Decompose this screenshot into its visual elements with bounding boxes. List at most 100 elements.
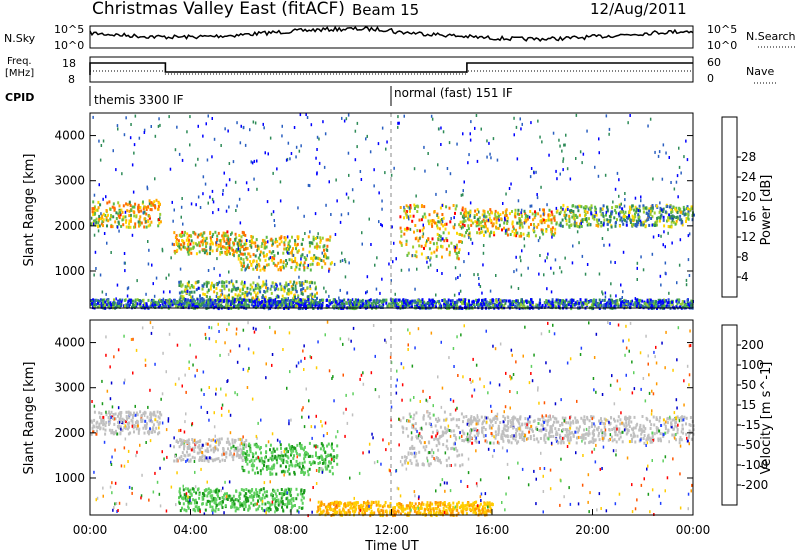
echo-point bbox=[292, 283, 295, 287]
echo-point bbox=[210, 457, 213, 461]
echo-point bbox=[611, 301, 614, 305]
echo-point bbox=[569, 209, 571, 213]
noise-point bbox=[106, 241, 108, 245]
echo-point bbox=[599, 207, 602, 211]
echo-point bbox=[254, 244, 257, 248]
echo-point bbox=[128, 413, 131, 416]
noise-point bbox=[131, 299, 134, 303]
noise-point bbox=[459, 289, 462, 293]
echo-point bbox=[565, 298, 568, 302]
echo-point bbox=[303, 268, 306, 272]
echo-point bbox=[282, 469, 285, 473]
noise-point bbox=[341, 251, 343, 255]
noise-point bbox=[356, 121, 359, 125]
noise-point bbox=[269, 136, 272, 140]
noise-point bbox=[341, 116, 343, 120]
noise-point bbox=[225, 183, 228, 187]
echo-point bbox=[657, 216, 660, 220]
echo-point bbox=[186, 236, 189, 240]
noise-point bbox=[539, 135, 541, 139]
echo-point bbox=[465, 302, 468, 306]
echo-point bbox=[405, 228, 408, 232]
echo-point bbox=[557, 301, 560, 305]
echo-point bbox=[199, 304, 202, 308]
echo-point bbox=[193, 285, 196, 289]
echo-point bbox=[550, 227, 553, 231]
echo-point bbox=[394, 303, 397, 307]
echo-point bbox=[286, 292, 289, 296]
noise-point bbox=[381, 207, 383, 211]
echo-point bbox=[646, 300, 649, 304]
echo-point bbox=[290, 448, 292, 452]
noise-point bbox=[126, 294, 129, 298]
echo-point bbox=[266, 304, 269, 308]
echo-point bbox=[503, 304, 506, 307]
echo-point bbox=[142, 207, 145, 211]
echo-point bbox=[279, 443, 282, 447]
echo-point bbox=[241, 230, 244, 234]
noise-point bbox=[190, 202, 193, 206]
echo-point bbox=[261, 267, 264, 271]
echo-point bbox=[149, 223, 152, 227]
echo-point bbox=[619, 303, 622, 307]
echo-point bbox=[184, 230, 186, 234]
echo-point bbox=[405, 210, 408, 214]
noise-point bbox=[287, 141, 290, 145]
noise-point bbox=[151, 263, 153, 267]
echo-point bbox=[241, 448, 243, 452]
noise-point bbox=[105, 292, 107, 296]
echo-point bbox=[329, 235, 332, 239]
echo-point bbox=[280, 240, 283, 244]
echo-point bbox=[112, 215, 115, 219]
echo-point bbox=[147, 298, 150, 302]
echo-point bbox=[183, 444, 186, 448]
echo-point bbox=[365, 302, 368, 306]
echo-point bbox=[299, 444, 302, 448]
echo-point bbox=[281, 287, 284, 291]
echo-point bbox=[599, 209, 602, 213]
echo-point bbox=[476, 231, 479, 235]
echo-point bbox=[607, 302, 610, 306]
echo-point bbox=[143, 217, 146, 221]
noise-point bbox=[333, 262, 336, 266]
echo-point bbox=[478, 216, 481, 220]
echo-point bbox=[217, 440, 220, 444]
noise-point bbox=[180, 205, 183, 209]
echo-point bbox=[183, 241, 186, 245]
echo-point bbox=[494, 304, 496, 308]
echo-point bbox=[635, 207, 638, 211]
echo-point bbox=[532, 228, 535, 232]
echo-point bbox=[244, 302, 247, 306]
echo-point bbox=[651, 299, 654, 303]
echo-point bbox=[188, 238, 191, 242]
echo-point bbox=[687, 302, 690, 306]
echo-point bbox=[549, 304, 552, 308]
echo-point bbox=[132, 303, 134, 306]
echo-point bbox=[205, 299, 208, 303]
noise-point bbox=[197, 124, 199, 128]
noise-point bbox=[393, 166, 395, 170]
echo-point bbox=[104, 302, 107, 306]
noise-point bbox=[586, 217, 588, 221]
echo-point bbox=[624, 218, 627, 222]
echo-point bbox=[237, 453, 240, 457]
echo-point bbox=[675, 209, 678, 213]
echo-point bbox=[226, 234, 229, 238]
echo-point bbox=[224, 459, 226, 462]
echo-point bbox=[676, 211, 679, 214]
echo-point bbox=[507, 305, 510, 309]
echo-point bbox=[190, 251, 193, 255]
echo-point bbox=[489, 299, 492, 303]
echo-point bbox=[522, 304, 525, 308]
echo-point bbox=[656, 216, 659, 220]
echo-point bbox=[570, 304, 572, 308]
noise-point bbox=[92, 115, 94, 119]
echo-point bbox=[441, 299, 444, 302]
echo-point bbox=[259, 285, 261, 289]
echo-point bbox=[109, 207, 112, 211]
noise-point bbox=[95, 267, 97, 270]
noise-point bbox=[217, 283, 219, 287]
echo-point bbox=[236, 294, 239, 298]
echo-point bbox=[651, 208, 653, 212]
echo-point bbox=[215, 447, 218, 451]
